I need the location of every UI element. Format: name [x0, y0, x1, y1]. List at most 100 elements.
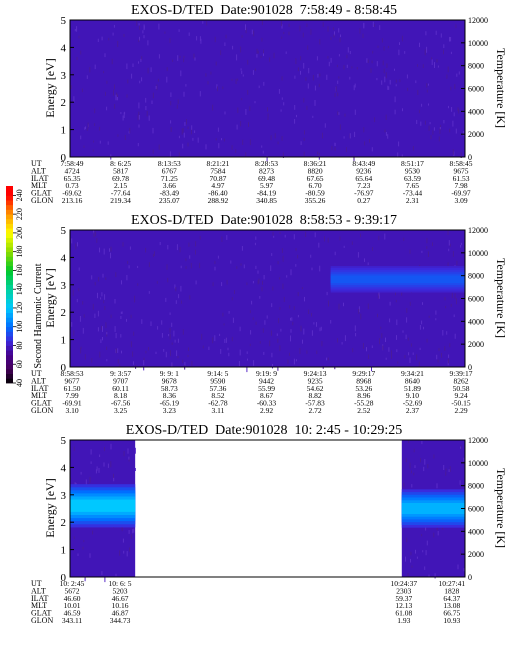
y-tick-label: 2: [61, 307, 67, 319]
heatmap-cell: [427, 464, 429, 469]
heatmap-cell: [255, 321, 257, 325]
heatmap-cell: [414, 465, 416, 468]
heatmap-cell: [367, 262, 369, 266]
heatmap-cell: [105, 91, 106, 96]
table-cell: 46.67: [112, 594, 129, 603]
heatmap-cell: [132, 63, 134, 67]
heatmap-cell: [436, 59, 438, 63]
heatmap-cell: [124, 135, 126, 140]
table-cell: 8:36:21: [304, 159, 327, 168]
panel-2: EXOS-D/TED Date:901028 8:58:53 - 9:39:17…: [31, 213, 505, 415]
heatmap-cell: [236, 124, 238, 130]
heatmap-cell: [326, 357, 328, 361]
heatmap-cell: [106, 106, 108, 111]
heatmap-cell: [93, 140, 95, 143]
heatmap-cell: [328, 61, 330, 67]
heatmap-cell: [263, 49, 264, 54]
heatmap-cell: [266, 155, 268, 162]
heatmap-cell: [290, 329, 292, 333]
table-cell: 3.23: [163, 406, 176, 415]
heatmap-cell: [207, 81, 209, 85]
heatmap-cell: [216, 84, 218, 89]
table-cell: 46.87: [112, 609, 129, 618]
heatmap-cell: [226, 235, 228, 240]
heatmap-cell: [311, 330, 313, 336]
heatmap-cell: [224, 338, 226, 343]
heatmap-cell: [217, 127, 219, 132]
heatmap-band: [330, 275, 465, 284]
table-cell: 10:27:41: [438, 579, 465, 588]
heatmap-cell: [452, 251, 454, 257]
heatmap-cell: [312, 115, 314, 118]
heatmap-cell: [105, 322, 107, 329]
heatmap-cell: [121, 311, 123, 314]
heatmap-cell: [448, 354, 450, 358]
heatmap-cell: [279, 231, 281, 235]
heatmap-cell: [320, 326, 322, 331]
heatmap-cell: [84, 127, 86, 130]
table-cell: 63.59: [404, 174, 421, 183]
heatmap-cell: [245, 109, 247, 115]
heatmap-cell: [378, 292, 380, 296]
heatmap-cell: [373, 24, 375, 27]
heatmap-cell: [191, 128, 192, 135]
heatmap-cell: [83, 314, 85, 318]
heatmap-cell: [310, 254, 312, 258]
heatmap-cell: [307, 45, 309, 50]
heatmap-cell: [141, 319, 143, 324]
heatmap-cell: [76, 56, 78, 61]
table-cell: -83.49: [160, 189, 180, 198]
heatmap-cell: [232, 45, 234, 50]
heatmap-cell: [409, 301, 411, 306]
heatmap-cell: [410, 343, 412, 347]
heatmap-cell: [286, 275, 288, 278]
heatmap-cell: [277, 366, 279, 371]
heatmap-cell: [106, 332, 108, 335]
heatmap-cell: [232, 317, 234, 323]
heatmap-cell: [421, 441, 423, 445]
heatmap-cell: [389, 301, 391, 306]
heatmap-cell: [115, 333, 117, 339]
heatmap-cell: [455, 128, 457, 134]
table-row-label: GLAT: [31, 189, 52, 198]
heatmap-cell: [104, 53, 106, 58]
heatmap-cell: [72, 289, 74, 296]
y2-tick-label: 6000: [468, 85, 484, 94]
heatmap-cell: [261, 20, 263, 26]
heatmap-cell: [449, 128, 451, 133]
table-cell: 8273: [259, 166, 274, 175]
heatmap-cell: [327, 26, 329, 32]
heatmap-cell: [316, 56, 318, 61]
heatmap-cell: [108, 37, 110, 41]
heatmap-cell: [308, 68, 310, 74]
heatmap-cell: [349, 133, 351, 139]
heatmap-cell: [305, 77, 307, 81]
heatmap-cell: [304, 296, 305, 302]
heatmap-cell: [228, 311, 230, 314]
heatmap-cell: [417, 89, 419, 95]
heatmap-cell: [314, 85, 316, 91]
table-cell: 9235: [308, 376, 323, 385]
heatmap-cell: [154, 251, 155, 256]
heatmap-cell: [123, 34, 125, 37]
heatmap-cell: [449, 466, 451, 472]
table-cell: 9:39:17: [450, 369, 473, 378]
heatmap-cell: [300, 56, 302, 61]
heatmap-cell: [252, 281, 254, 284]
table-cell: 51.89: [404, 384, 421, 393]
heatmap-cell: [206, 21, 208, 26]
heatmap-cell: [202, 21, 204, 24]
heatmap-cell: [272, 231, 274, 236]
heatmap-cell: [274, 133, 276, 139]
colorbar-swatch: [6, 232, 13, 238]
colorbar-swatch: [6, 209, 13, 215]
colorbar-swatch: [6, 331, 13, 337]
heatmap-cell: [351, 241, 353, 245]
heatmap-cell: [74, 29, 76, 32]
heatmap-cell: [171, 362, 173, 367]
heatmap-cell: [370, 68, 372, 73]
heatmap-cell: [443, 120, 445, 124]
colorbar-gradient: [6, 186, 13, 384]
heatmap-cell: [406, 537, 408, 543]
heatmap-cell: [431, 59, 433, 65]
